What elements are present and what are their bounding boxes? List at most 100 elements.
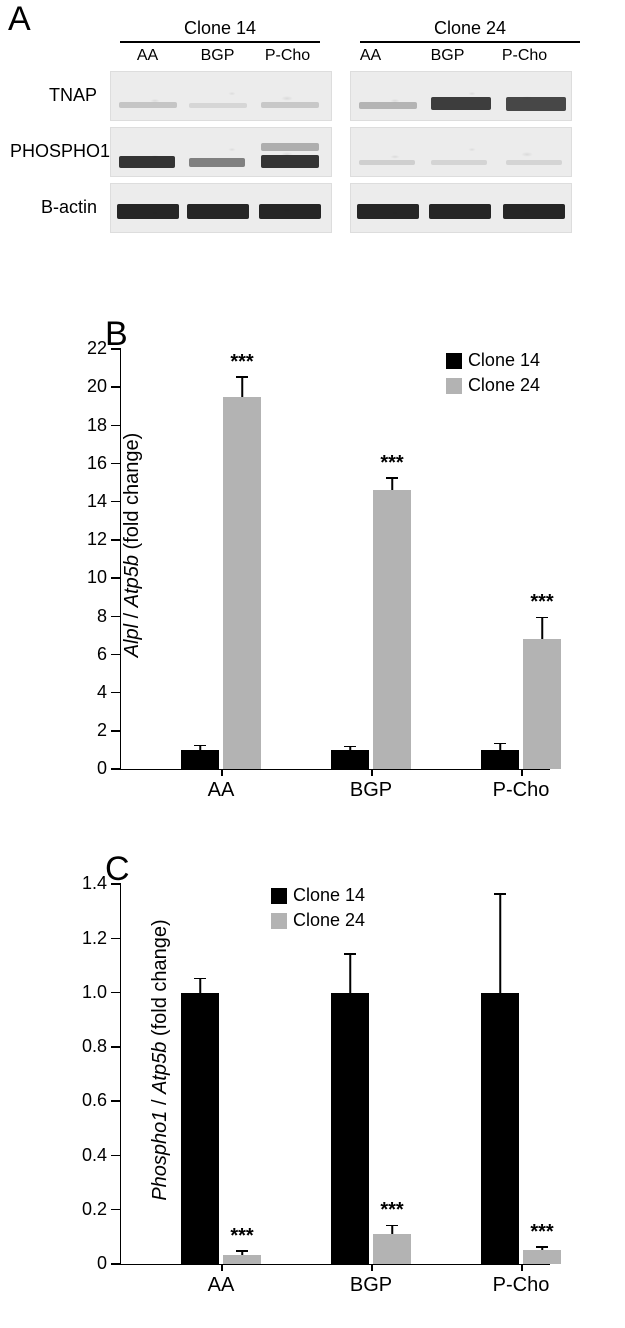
legend-item: Clone 24 xyxy=(446,375,540,396)
blot-band xyxy=(261,155,319,168)
chart-bar xyxy=(181,993,219,1264)
panel-a: A Clone 14 Clone 24 AA BGP P-Cho xyxy=(0,0,625,320)
group-header-clone24: Clone 24 xyxy=(360,18,580,43)
y-tick-label: 0.6 xyxy=(82,1090,107,1111)
blot-box xyxy=(350,71,572,121)
error-bar xyxy=(541,1248,543,1251)
blot-band xyxy=(359,160,415,165)
y-tick: 20 xyxy=(111,386,121,388)
error-cap xyxy=(386,477,398,479)
header-underline xyxy=(120,41,320,43)
legend-text: Clone 24 xyxy=(293,910,365,931)
x-axis-label: BGP xyxy=(331,779,411,802)
error-bar xyxy=(499,744,501,750)
y-tick-label: 8 xyxy=(97,606,107,627)
significance-marker: *** xyxy=(380,452,403,475)
error-bar xyxy=(541,618,543,639)
lane-labels-clone14: AA BGP P-Cho xyxy=(120,47,315,65)
y-tick: 16 xyxy=(111,463,121,465)
blot-row-label: PHOSPHO1 xyxy=(10,141,105,162)
lane-label: BGP xyxy=(190,47,245,65)
x-axis-label: P-Cho xyxy=(481,1274,561,1297)
y-tick-label: 1.2 xyxy=(82,928,107,949)
bar-wrap xyxy=(181,750,219,769)
error-cap xyxy=(194,745,206,747)
x-axis-label: AA xyxy=(181,779,261,802)
panel-b: B Alpl / Atp5b (fold change) 02468101214… xyxy=(0,320,625,855)
y-tick-label: 18 xyxy=(87,415,107,436)
y-tick: 1.2 xyxy=(111,938,121,940)
chart-bar xyxy=(481,750,519,769)
y-tick: 0.4 xyxy=(111,1155,121,1157)
legend-item: Clone 24 xyxy=(271,910,365,931)
x-tick xyxy=(221,1264,223,1271)
blot-pair xyxy=(110,127,572,177)
bar-wrap xyxy=(481,750,519,769)
group-header-label: Clone 14 xyxy=(184,18,256,38)
bar-group: ***BGP xyxy=(331,490,411,769)
y-tick: 4 xyxy=(111,692,121,694)
blot-row: PHOSPHO1 xyxy=(110,127,610,177)
y-tick: 0.8 xyxy=(111,1046,121,1048)
blot-band xyxy=(261,102,319,108)
legend-item: Clone 14 xyxy=(271,885,365,906)
error-cap xyxy=(236,376,248,378)
bar-chart-c: 00.20.40.60.81.01.21.4Clone 14Clone 24**… xyxy=(120,885,550,1265)
blot-band xyxy=(189,103,247,108)
y-tick-label: 20 xyxy=(87,376,107,397)
blot-band xyxy=(429,204,491,219)
y-tick: 10 xyxy=(111,577,121,579)
bar-chart-b: 0246810121416182022Clone 14Clone 24***AA… xyxy=(120,350,550,770)
bar-group: ***P-Cho xyxy=(481,639,561,769)
blot-band xyxy=(117,204,179,219)
western-blot: Clone 14 Clone 24 AA BGP P-Cho AA BGP P xyxy=(110,18,610,239)
chart-bar xyxy=(223,397,261,769)
lane-label: AA xyxy=(120,47,175,65)
y-tick: 0 xyxy=(111,1263,121,1265)
blot-band xyxy=(431,97,491,110)
y-tick: 1.0 xyxy=(111,992,121,994)
error-bar xyxy=(349,747,351,750)
bar-group: ***AA xyxy=(181,397,261,769)
legend-item: Clone 14 xyxy=(446,350,540,371)
y-tick-label: 1.0 xyxy=(82,982,107,1003)
error-bar xyxy=(499,895,501,993)
scientific-figure: A Clone 14 Clone 24 AA BGP P-Cho xyxy=(0,0,625,1325)
error-cap xyxy=(236,1250,248,1252)
significance-marker: *** xyxy=(530,591,553,614)
legend-swatch xyxy=(446,353,462,369)
blot-rows: TNAPPHOSPHO1B-actin xyxy=(110,71,610,233)
y-tick-label: 0.4 xyxy=(82,1145,107,1166)
y-tick: 0.2 xyxy=(111,1209,121,1211)
blot-band xyxy=(261,143,319,151)
chart-bar xyxy=(373,490,411,769)
error-cap xyxy=(536,617,548,619)
legend-swatch xyxy=(446,378,462,394)
y-tick-label: 0 xyxy=(97,758,107,779)
y-tick: 0 xyxy=(111,768,121,770)
x-tick xyxy=(221,769,223,776)
blot-band xyxy=(359,102,417,109)
blot-noise xyxy=(351,72,571,120)
y-tick-label: 16 xyxy=(87,453,107,474)
x-tick xyxy=(371,769,373,776)
blot-band xyxy=(357,204,419,219)
bar-wrap xyxy=(331,750,369,769)
blot-group-headers: Clone 14 Clone 24 xyxy=(120,18,610,43)
blot-pair xyxy=(110,71,572,121)
chart-bar xyxy=(523,1250,561,1264)
blot-box xyxy=(110,71,332,121)
bar-wrap: *** xyxy=(523,639,561,769)
error-bar xyxy=(241,378,243,397)
header-underline xyxy=(360,41,580,43)
x-tick xyxy=(521,769,523,776)
blot-pair xyxy=(110,183,572,233)
blot-box xyxy=(350,127,572,177)
y-tick: 12 xyxy=(111,539,121,541)
legend-swatch xyxy=(271,888,287,904)
blot-band xyxy=(189,158,245,167)
blot-noise xyxy=(351,128,571,176)
bar-wrap: *** xyxy=(223,397,261,769)
chart-bar xyxy=(373,1234,411,1264)
y-tick-label: 6 xyxy=(97,644,107,665)
